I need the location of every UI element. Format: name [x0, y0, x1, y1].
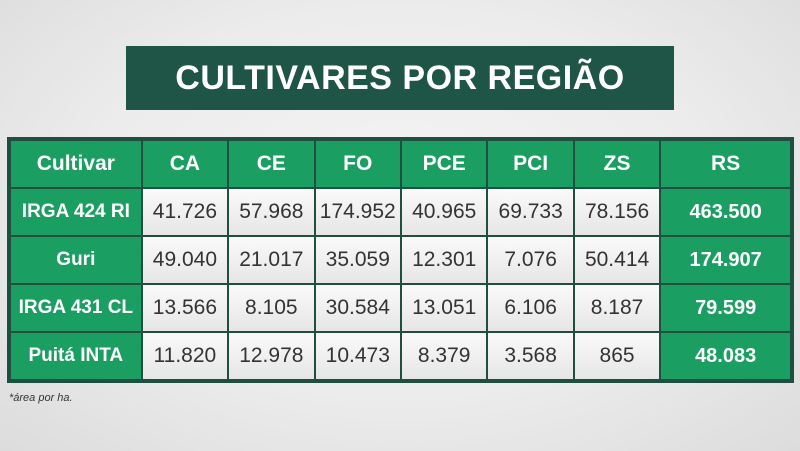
- total-cell: 174.907: [661, 237, 790, 283]
- row-header: IRGA 431 CL: [11, 285, 141, 331]
- table-cell: 13.566: [142, 285, 228, 331]
- table-cell: 41.726: [142, 189, 228, 235]
- table-cell: 8.379: [401, 333, 487, 379]
- footnote: *área por ha.: [9, 392, 73, 404]
- table-cell: 49.040: [142, 237, 228, 283]
- table-cell: 35.059: [315, 237, 400, 283]
- table-cell: 13.051: [401, 285, 487, 331]
- column-header: Cultivar: [11, 141, 141, 187]
- total-cell: 48.083: [661, 333, 790, 379]
- cultivar-table-container: Cultivar CA CE FO PCE PCI ZS RS IRGA 424…: [7, 137, 794, 383]
- table-cell: 11.820: [142, 333, 228, 379]
- table-row: Puitá INTA 11.820 12.978 10.473 8.379 3.…: [11, 333, 790, 379]
- row-header: IRGA 424 RI: [11, 189, 141, 235]
- table-row: Guri 49.040 21.017 35.059 12.301 7.076 5…: [11, 237, 790, 283]
- table-header-row: Cultivar CA CE FO PCE PCI ZS RS: [11, 141, 790, 187]
- page-title: CULTIVARES POR REGIÃO: [175, 58, 625, 97]
- table-cell: 21.017: [229, 237, 314, 283]
- table-cell: 3.568: [488, 333, 573, 379]
- column-header: CE: [229, 141, 314, 187]
- table-cell: 69.733: [488, 189, 573, 235]
- table-cell: 78.156: [574, 189, 660, 235]
- table-cell: 57.968: [229, 189, 314, 235]
- table-row: IRGA 431 CL 13.566 8.105 30.584 13.051 6…: [11, 285, 790, 331]
- table-cell: 6.106: [488, 285, 573, 331]
- table-cell: 12.301: [401, 237, 487, 283]
- table-cell: 12.978: [229, 333, 314, 379]
- table-cell: 30.584: [315, 285, 400, 331]
- column-header: ZS: [574, 141, 660, 187]
- column-header: FO: [315, 141, 400, 187]
- table-cell: 7.076: [488, 237, 573, 283]
- total-cell: 79.599: [661, 285, 790, 331]
- table-cell: 8.105: [229, 285, 314, 331]
- column-header: PCI: [488, 141, 573, 187]
- total-cell: 463.500: [661, 189, 790, 235]
- column-header: RS: [661, 141, 790, 187]
- row-header: Puitá INTA: [11, 333, 141, 379]
- cultivar-table: Cultivar CA CE FO PCE PCI ZS RS IRGA 424…: [9, 139, 792, 381]
- column-header: PCE: [401, 141, 487, 187]
- table-cell: 865: [574, 333, 660, 379]
- table-cell: 174.952: [315, 189, 400, 235]
- title-banner: CULTIVARES POR REGIÃO: [126, 46, 674, 110]
- table-cell: 10.473: [315, 333, 400, 379]
- table-cell: 50.414: [574, 237, 660, 283]
- column-header: CA: [142, 141, 228, 187]
- table-cell: 40.965: [401, 189, 487, 235]
- table-row: IRGA 424 RI 41.726 57.968 174.952 40.965…: [11, 189, 790, 235]
- table-cell: 8.187: [574, 285, 660, 331]
- row-header: Guri: [11, 237, 141, 283]
